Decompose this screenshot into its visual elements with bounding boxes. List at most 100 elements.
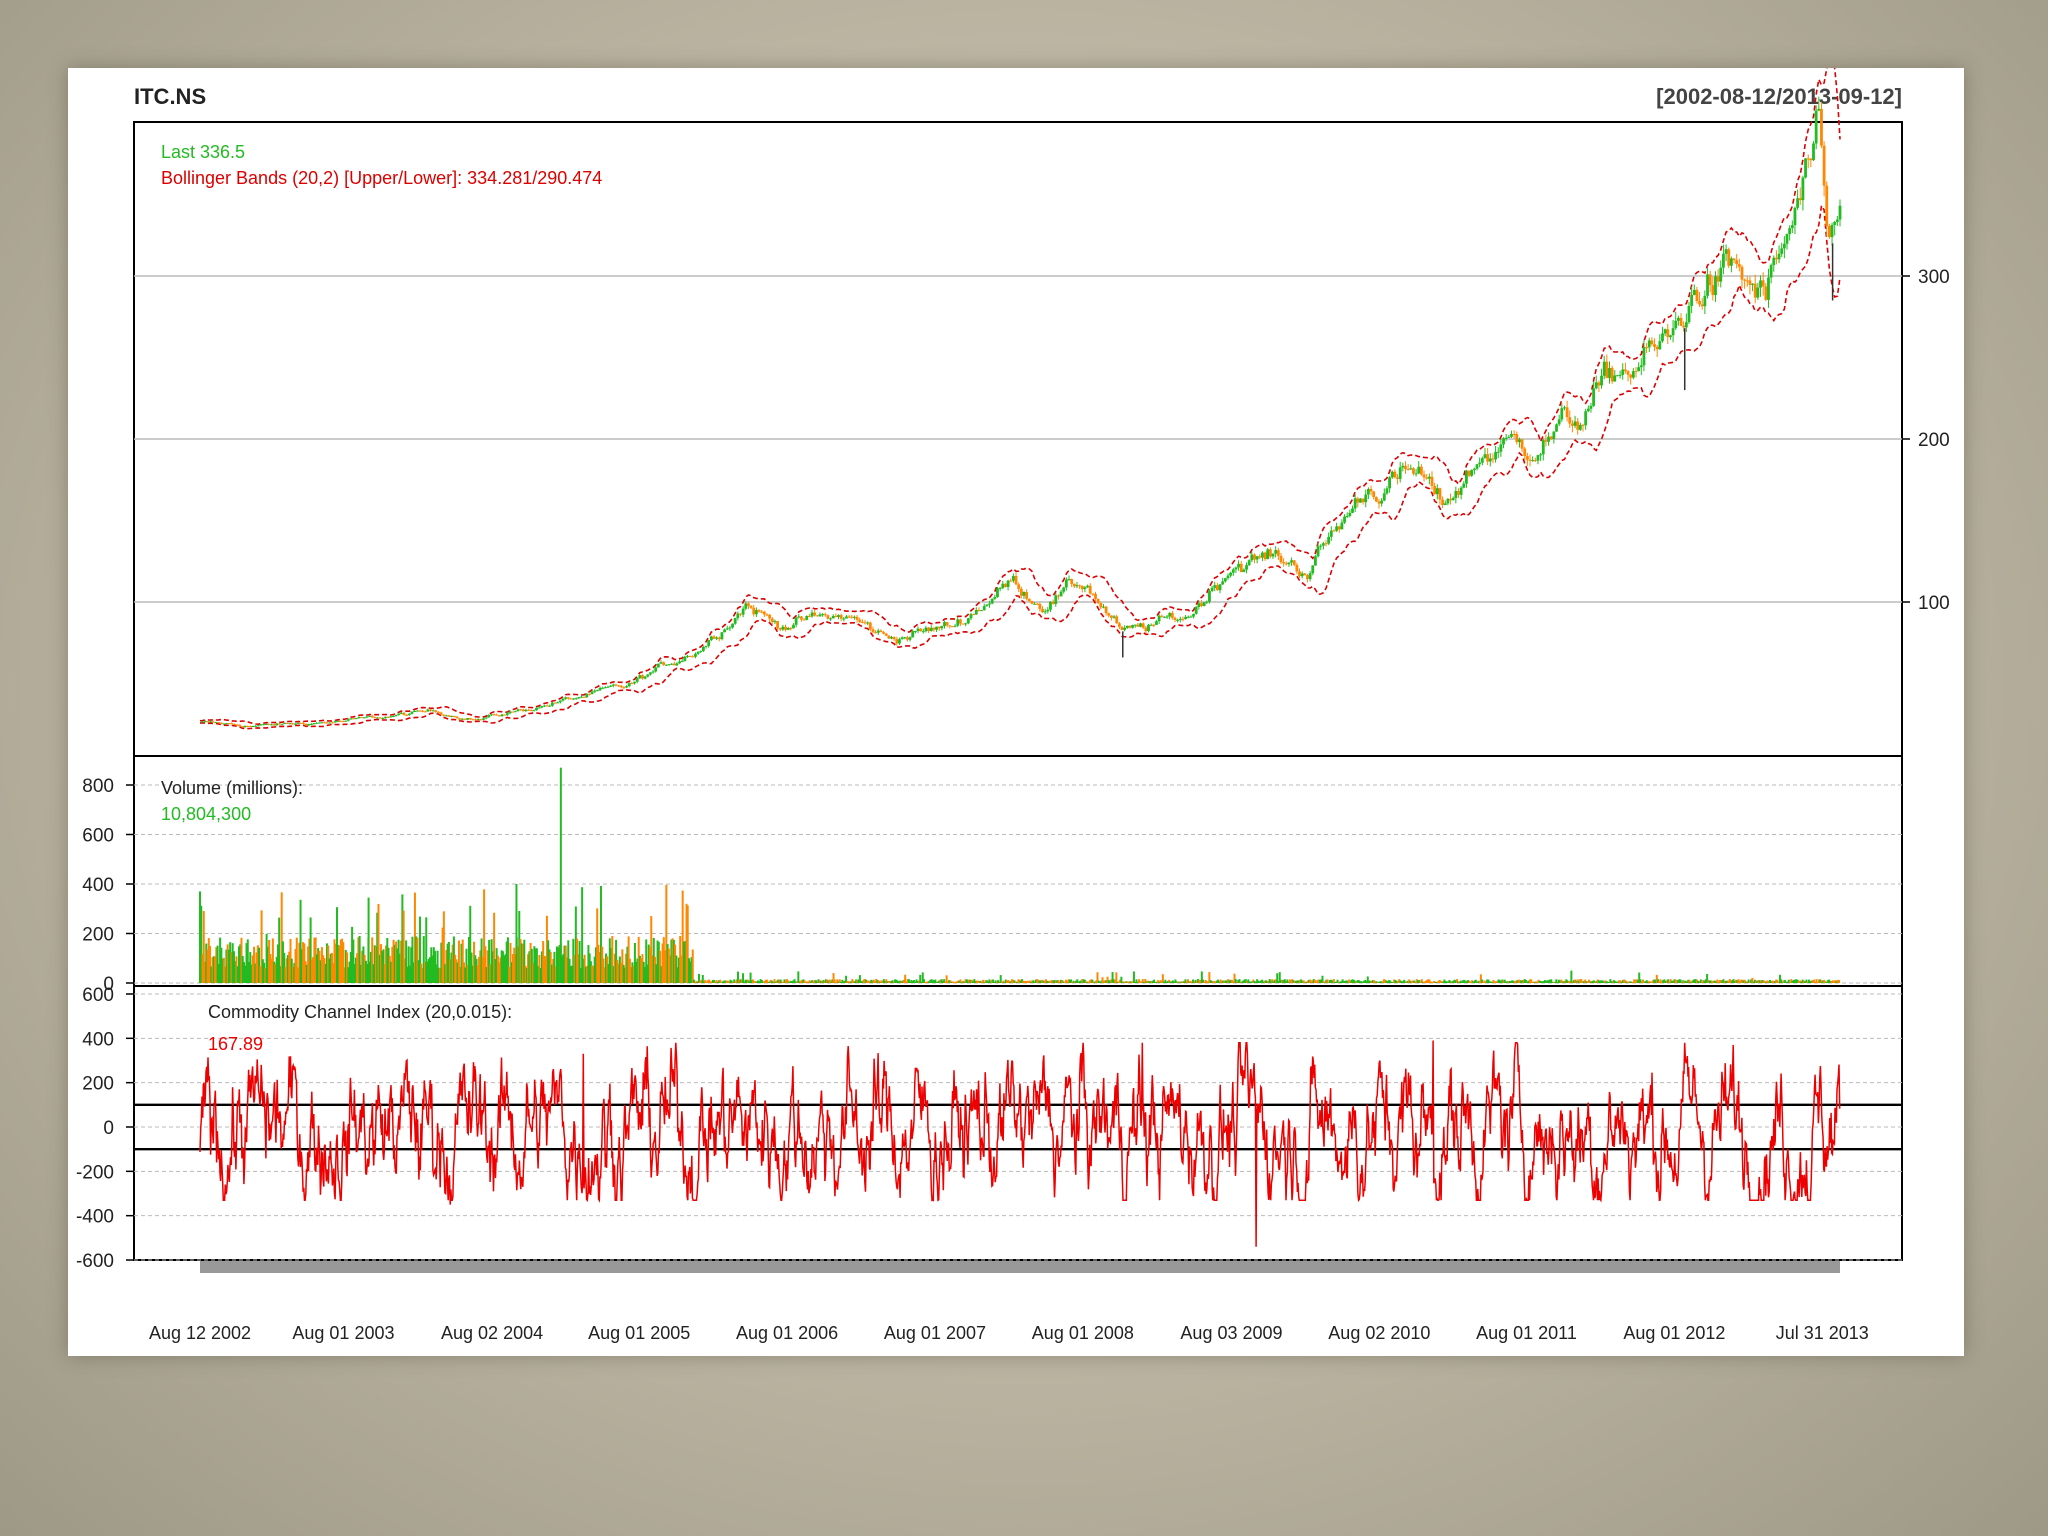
- price-candle-body: [603, 687, 607, 689]
- price-candle-body: [492, 714, 496, 716]
- price-candle-body: [495, 714, 499, 716]
- price-candle-body: [402, 712, 406, 715]
- volume-bar: [989, 981, 992, 983]
- price-candle-body: [392, 715, 395, 717]
- volume-bar: [881, 981, 884, 983]
- volume-bar: [237, 946, 240, 983]
- price-candle-body: [1367, 489, 1370, 495]
- volume-bar: [1298, 980, 1301, 983]
- volume-bar: [1621, 980, 1624, 983]
- price-candle-body: [831, 615, 835, 619]
- price-candle-body: [527, 709, 530, 711]
- price-candle-body: [524, 709, 528, 712]
- volume-bar: [207, 938, 210, 983]
- price-candle-body: [362, 717, 366, 719]
- price-candle-body: [1290, 560, 1293, 563]
- volume-bar: [980, 981, 983, 983]
- price-candle-body: [1006, 580, 1010, 587]
- price-candle-body: [895, 639, 899, 644]
- price-candle-body: [415, 710, 419, 712]
- price-candle-body: [1054, 595, 1058, 604]
- price-candle-body: [1552, 431, 1556, 439]
- volume-bar: [1559, 980, 1562, 983]
- volume-bar: [317, 948, 320, 983]
- volume-bar: [1320, 979, 1323, 983]
- volume-bar: [1321, 975, 1324, 983]
- price-candle-body: [961, 623, 965, 625]
- volume-bar: [671, 938, 674, 983]
- price-candle-body: [1221, 581, 1225, 585]
- volume-bar: [1750, 979, 1753, 983]
- price-candle-body: [471, 719, 475, 721]
- price-candle-body: [1743, 279, 1747, 281]
- volume-bar: [1158, 981, 1161, 983]
- volume-bar: [1556, 981, 1559, 983]
- price-candle-body: [656, 663, 660, 668]
- volume-bar: [872, 979, 875, 983]
- volume-bar: [242, 962, 245, 983]
- volume-bar: [1745, 981, 1748, 983]
- volume-bar: [998, 981, 1001, 983]
- price-candle-body: [580, 696, 583, 698]
- price-candle-body: [1345, 516, 1349, 518]
- price-candle-body: [1732, 258, 1736, 261]
- price-candle-body: [1751, 283, 1754, 285]
- volume-bar: [891, 980, 894, 983]
- volume-bar: [827, 980, 830, 983]
- price-candle-body: [1319, 545, 1323, 547]
- volume-bar: [1768, 979, 1771, 983]
- volume-bar: [234, 961, 237, 983]
- price-candle-body: [572, 698, 575, 700]
- volume-bar: [1489, 981, 1492, 983]
- price-candle-body: [1057, 595, 1060, 597]
- volume-bar: [975, 980, 978, 983]
- price-candle-body: [206, 721, 210, 723]
- volume-bar: [1472, 981, 1475, 983]
- volume-bar: [1463, 979, 1466, 983]
- volume-bar: [892, 981, 895, 983]
- volume-bar: [1046, 980, 1049, 983]
- volume-bar: [363, 954, 366, 983]
- price-candle-body: [1226, 575, 1230, 579]
- volume-bar: [902, 979, 905, 983]
- volume-bar: [494, 959, 497, 983]
- volume-bar: [772, 981, 775, 983]
- price-candle-body: [1547, 436, 1550, 442]
- volume-bar: [842, 981, 845, 983]
- volume-bar: [362, 946, 365, 983]
- volume-bar: [390, 961, 393, 983]
- volume-bar: [1510, 981, 1513, 983]
- volume-bar: [760, 980, 763, 983]
- volume-bar: [1486, 979, 1489, 983]
- volume-bar: [1239, 981, 1242, 983]
- price-candle-body: [1223, 578, 1227, 582]
- price-candle-body: [688, 655, 692, 657]
- volume-bar: [1202, 979, 1205, 983]
- volume-bar: [1467, 979, 1470, 983]
- volume-bar: [1487, 979, 1490, 983]
- volume-bar: [660, 966, 663, 983]
- price-candle-body: [601, 687, 605, 689]
- volume-bar: [1469, 981, 1472, 983]
- price-candle-body: [1422, 474, 1426, 478]
- volume-bar: [1181, 981, 1184, 983]
- volume-bar: [1626, 981, 1629, 983]
- volume-bar: [579, 968, 582, 983]
- volume-bar: [1609, 979, 1612, 983]
- volume-bar: [1503, 979, 1506, 983]
- volume-bar: [617, 963, 620, 983]
- price-candle-body: [1324, 543, 1328, 545]
- volume-bar: [1724, 980, 1727, 983]
- price-candle-body: [357, 717, 361, 719]
- volume-bar: [361, 950, 364, 983]
- volume-bar: [343, 967, 346, 983]
- price-candle-body: [317, 722, 321, 724]
- price-candle-body: [1764, 286, 1768, 300]
- volume-bar: [985, 980, 988, 983]
- cci-tick-label: 600: [82, 985, 114, 1006]
- volume-bar: [522, 943, 525, 983]
- volume-bar: [1331, 980, 1334, 983]
- volume-bar: [1599, 980, 1602, 983]
- volume-bar: [720, 981, 723, 983]
- volume-bar: [484, 946, 487, 983]
